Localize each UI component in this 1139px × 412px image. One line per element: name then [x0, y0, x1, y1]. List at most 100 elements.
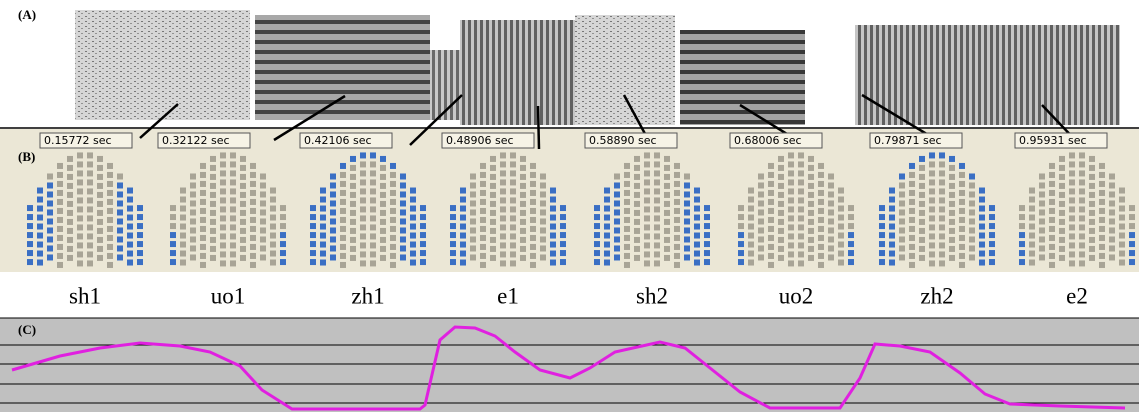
epg-cell — [1079, 251, 1085, 257]
epg-cell — [67, 192, 73, 198]
epg-cell — [360, 206, 366, 212]
epg-cell — [400, 173, 406, 179]
epg-cell — [180, 224, 186, 230]
epg-cell — [1089, 228, 1095, 234]
epg-cell — [220, 179, 226, 185]
epg-cell — [340, 181, 346, 187]
epg-cell — [664, 192, 670, 198]
epg-cell — [939, 152, 945, 158]
epg-cell — [664, 219, 670, 225]
epg-cell — [390, 190, 396, 196]
epg-cell — [1059, 255, 1065, 261]
epg-cell — [390, 181, 396, 187]
epg-cell — [818, 262, 824, 268]
epg-cell — [838, 260, 844, 266]
epg-cell — [180, 206, 186, 212]
epg-cell — [949, 210, 955, 216]
epg-cell — [939, 161, 945, 167]
epg-cell — [57, 163, 63, 169]
epg-cell — [979, 260, 985, 266]
epg-cell — [1019, 259, 1025, 265]
epg-cell — [624, 190, 630, 196]
epg-cell — [778, 210, 784, 216]
epg-cell — [1039, 245, 1045, 251]
epg-cell — [470, 173, 476, 179]
epg-cell — [490, 228, 496, 234]
epg-cell — [1049, 172, 1055, 178]
epg-cell — [1069, 161, 1075, 167]
epg-cell — [137, 205, 143, 211]
epg-cell — [370, 224, 376, 230]
epg-cell — [1069, 179, 1075, 185]
epg-cell — [818, 235, 824, 241]
epg-cell — [190, 191, 196, 197]
epg-cell — [899, 173, 905, 179]
epg-cell — [788, 170, 794, 176]
epg-cell — [77, 161, 83, 167]
epg-cell — [270, 260, 276, 266]
epg-cell — [1079, 260, 1085, 266]
epg-cell — [614, 236, 620, 242]
epg-cell — [949, 174, 955, 180]
epg-cell — [694, 197, 700, 203]
epg-cell — [1069, 197, 1075, 203]
epg-cell — [644, 161, 650, 167]
epg-cell — [768, 208, 774, 214]
epg-cell — [919, 192, 925, 198]
epg-cell — [889, 215, 895, 221]
epg-cell — [210, 246, 216, 252]
epg-cell — [939, 242, 945, 248]
epg-cell — [480, 172, 486, 178]
epg-cell — [594, 232, 600, 238]
epg-cell — [400, 191, 406, 197]
epg-cell — [654, 215, 660, 221]
epg-cell — [1029, 206, 1035, 212]
epg-cell — [748, 251, 754, 257]
epg-cell — [674, 244, 680, 250]
epg-cell — [818, 163, 824, 169]
epg-cell — [848, 214, 854, 220]
epg-cell — [939, 233, 945, 239]
epg-cell — [909, 226, 915, 232]
epg-cell — [1069, 242, 1075, 248]
epg-cell — [1049, 253, 1055, 259]
epg-cell — [340, 262, 346, 268]
epg-cell — [87, 206, 93, 212]
epg-cell — [674, 163, 680, 169]
epg-cell — [758, 218, 764, 224]
epg-cell — [180, 233, 186, 239]
epg-cell — [889, 197, 895, 203]
epg-cell — [260, 209, 266, 215]
epg-cell — [330, 191, 336, 197]
epg-cell — [738, 205, 744, 211]
epg-cell — [310, 232, 316, 238]
epg-cell — [540, 254, 546, 260]
epg-cell — [1129, 214, 1135, 220]
epg-cell — [137, 250, 143, 256]
epg-cell — [250, 235, 256, 241]
epg-cell — [360, 251, 366, 257]
epg-cell — [210, 219, 216, 225]
epg-cell — [210, 192, 216, 198]
epg-cell — [97, 165, 103, 171]
epg-cell — [180, 188, 186, 194]
epg-cell — [1099, 217, 1105, 223]
epg-cell — [77, 179, 83, 185]
epg-cell — [1019, 214, 1025, 220]
epg-cell — [240, 246, 246, 252]
epg-cell — [848, 259, 854, 265]
epg-cell — [594, 259, 600, 265]
epg-cell — [240, 165, 246, 171]
epg-cell — [624, 262, 630, 268]
epg-cell — [1079, 224, 1085, 230]
epg-cell — [798, 260, 804, 266]
epg-cell — [949, 192, 955, 198]
epg-cell — [370, 260, 376, 266]
epg-cell — [939, 197, 945, 203]
epg-cell — [644, 206, 650, 212]
epg-cell — [220, 188, 226, 194]
epg-cell — [664, 228, 670, 234]
epg-cell — [879, 241, 885, 247]
epg-cell — [190, 182, 196, 188]
epg-cell — [614, 254, 620, 260]
